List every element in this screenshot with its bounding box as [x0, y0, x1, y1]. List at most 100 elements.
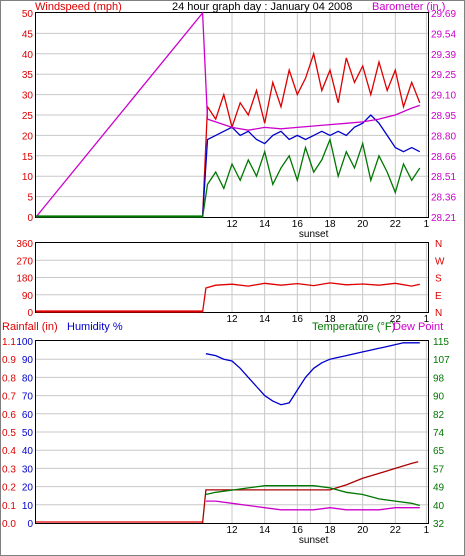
temperature-tick-label: 57	[433, 464, 445, 475]
rainfall-tick-label: 0.7	[2, 392, 16, 403]
humidity-tick-label: 50	[22, 428, 34, 439]
dewpoint-line	[205, 500, 420, 511]
compass-tick-label: E	[435, 291, 442, 302]
rainfall-tick-label: 0.1	[2, 501, 16, 512]
direction-tick-label: 0	[27, 308, 33, 319]
barometer-tick-label: 28.95	[431, 111, 456, 122]
chart-title: 24 hour graph day : January 04 2008	[172, 1, 352, 13]
x-tick-label: 22	[390, 314, 402, 325]
x-tick-label: 14	[259, 219, 271, 230]
humidity-tick-label: 10	[22, 501, 34, 512]
x-tick-label: 16	[292, 314, 304, 325]
windspeed-tick-label: 15	[22, 152, 34, 163]
humidity-tick-label: 80	[22, 373, 34, 384]
x-tick-label: 20	[357, 219, 369, 230]
temperature-tick-label: 49	[433, 483, 445, 494]
humidity-tick-label: 0	[27, 519, 33, 530]
windspeed-tick-label: 45	[22, 29, 34, 40]
barometer-tick-label: 28.21	[431, 213, 456, 224]
windspeed-tick-label: 35	[22, 70, 34, 81]
rainfall-tick-label: 0.5	[2, 428, 16, 439]
series-layer	[35, 11, 421, 524]
temperature-tick-label: 32	[433, 519, 445, 530]
windspeed-tick-label: 25	[22, 111, 34, 122]
x-tick-label: 12	[226, 314, 238, 325]
x-tick-label: 18	[324, 314, 336, 325]
direction-tick-label: 360	[16, 239, 33, 250]
dewpoint-axis-label: Dew Point	[393, 321, 443, 333]
x-tick-label: 14	[259, 314, 271, 325]
barometer-tick-label: 29.10	[431, 91, 456, 102]
temperature-line	[205, 485, 420, 507]
humidity-axis-label: Humidity %	[67, 321, 123, 333]
humidity-tick-label: 90	[22, 355, 34, 366]
temperature-tick-label: 82	[433, 410, 445, 421]
humidity-tick-label: 30	[22, 464, 34, 475]
sunset-label: sunset	[299, 229, 329, 240]
barometer-tick-label: 29.69	[431, 9, 456, 20]
humidity-tick-label: 20	[22, 483, 34, 494]
rainfall-tick-label: 0.4	[2, 446, 16, 457]
barometer-line	[35, 11, 421, 218]
rainfall-axis-label: Rainfall (in)	[2, 321, 58, 333]
humidity-tick-label: 60	[22, 410, 34, 421]
direction-tick-label: 90	[22, 291, 34, 302]
rainfall-tick-label: 1.1	[2, 337, 16, 348]
windspeed-gust-line	[36, 51, 421, 218]
compass-tick-label: N	[435, 239, 442, 250]
x-tick-label: 22	[390, 525, 402, 536]
x-tick-label: 12	[226, 219, 238, 230]
windspeed-low-line	[36, 137, 421, 218]
compass-tick-label: S	[435, 274, 442, 285]
x-tick-label: 18	[324, 525, 336, 536]
barometer-tick-label: 29.39	[431, 50, 456, 61]
temperature-tick-label: 65	[433, 446, 445, 457]
x-tick-label: 22	[390, 219, 402, 230]
rainfall-tick-label: 0.8	[2, 373, 16, 384]
x-tick-label: 1	[424, 314, 430, 325]
x-tick-label: 1	[424, 219, 430, 230]
humidity-tick-label: 70	[22, 392, 34, 403]
windspeed-tick-label: 50	[22, 9, 34, 20]
x-tick-label: 20	[357, 314, 369, 325]
x-tick-label: 16	[292, 525, 304, 536]
rainfall-tick-label: 0.9	[2, 355, 16, 366]
windspeed-tick-label: 40	[22, 50, 34, 61]
barometer-tick-label: 28.36	[431, 193, 456, 204]
temperature-tick-label: 115	[433, 337, 449, 348]
x-tick-label: 1	[424, 525, 430, 536]
temperature-tick-label: 40	[433, 501, 445, 512]
barometer-tick-label: 28.66	[431, 152, 456, 163]
grid-layer	[36, 13, 428, 523]
barometer-tick-label: 29.25	[431, 70, 456, 81]
wind-direction-line	[36, 282, 420, 313]
windspeed-axis-label: Windspeed (mph)	[35, 1, 122, 13]
rainfall-tick-label: 0.6	[2, 410, 16, 421]
windspeed-tick-label: 30	[22, 91, 34, 102]
windspeed-tick-label: 5	[27, 193, 33, 204]
x-tick-label: 16	[292, 219, 304, 230]
temperature-tick-label: 90	[433, 392, 445, 403]
barometer-tick-label: 28.80	[431, 131, 456, 142]
windspeed-avg-line	[36, 114, 421, 218]
humidity-tick-label: 40	[22, 446, 34, 457]
compass-tick-label: N	[435, 308, 442, 319]
rainfall-tick-label: 0.0	[2, 519, 16, 530]
sunset-label: sunset	[299, 535, 329, 546]
windspeed-tick-label: 20	[22, 131, 34, 142]
x-tick-label: 12	[226, 525, 238, 536]
compass-tick-label: W	[435, 256, 445, 267]
barometer-tick-label: 29.54	[431, 29, 456, 40]
barometer-axis-label: Barometer (in.)	[372, 1, 445, 13]
direction-tick-label: 270	[16, 256, 33, 267]
x-tick-label: 14	[259, 525, 271, 536]
temperature-tick-label: 107	[433, 355, 450, 366]
rainfall-tick-label: 0.2	[2, 483, 16, 494]
temperature-tick-label: 74	[433, 428, 445, 439]
rainfall-line	[201, 461, 419, 524]
x-tick-label: 18	[324, 219, 336, 230]
temperature-tick-label: 98	[433, 373, 445, 384]
